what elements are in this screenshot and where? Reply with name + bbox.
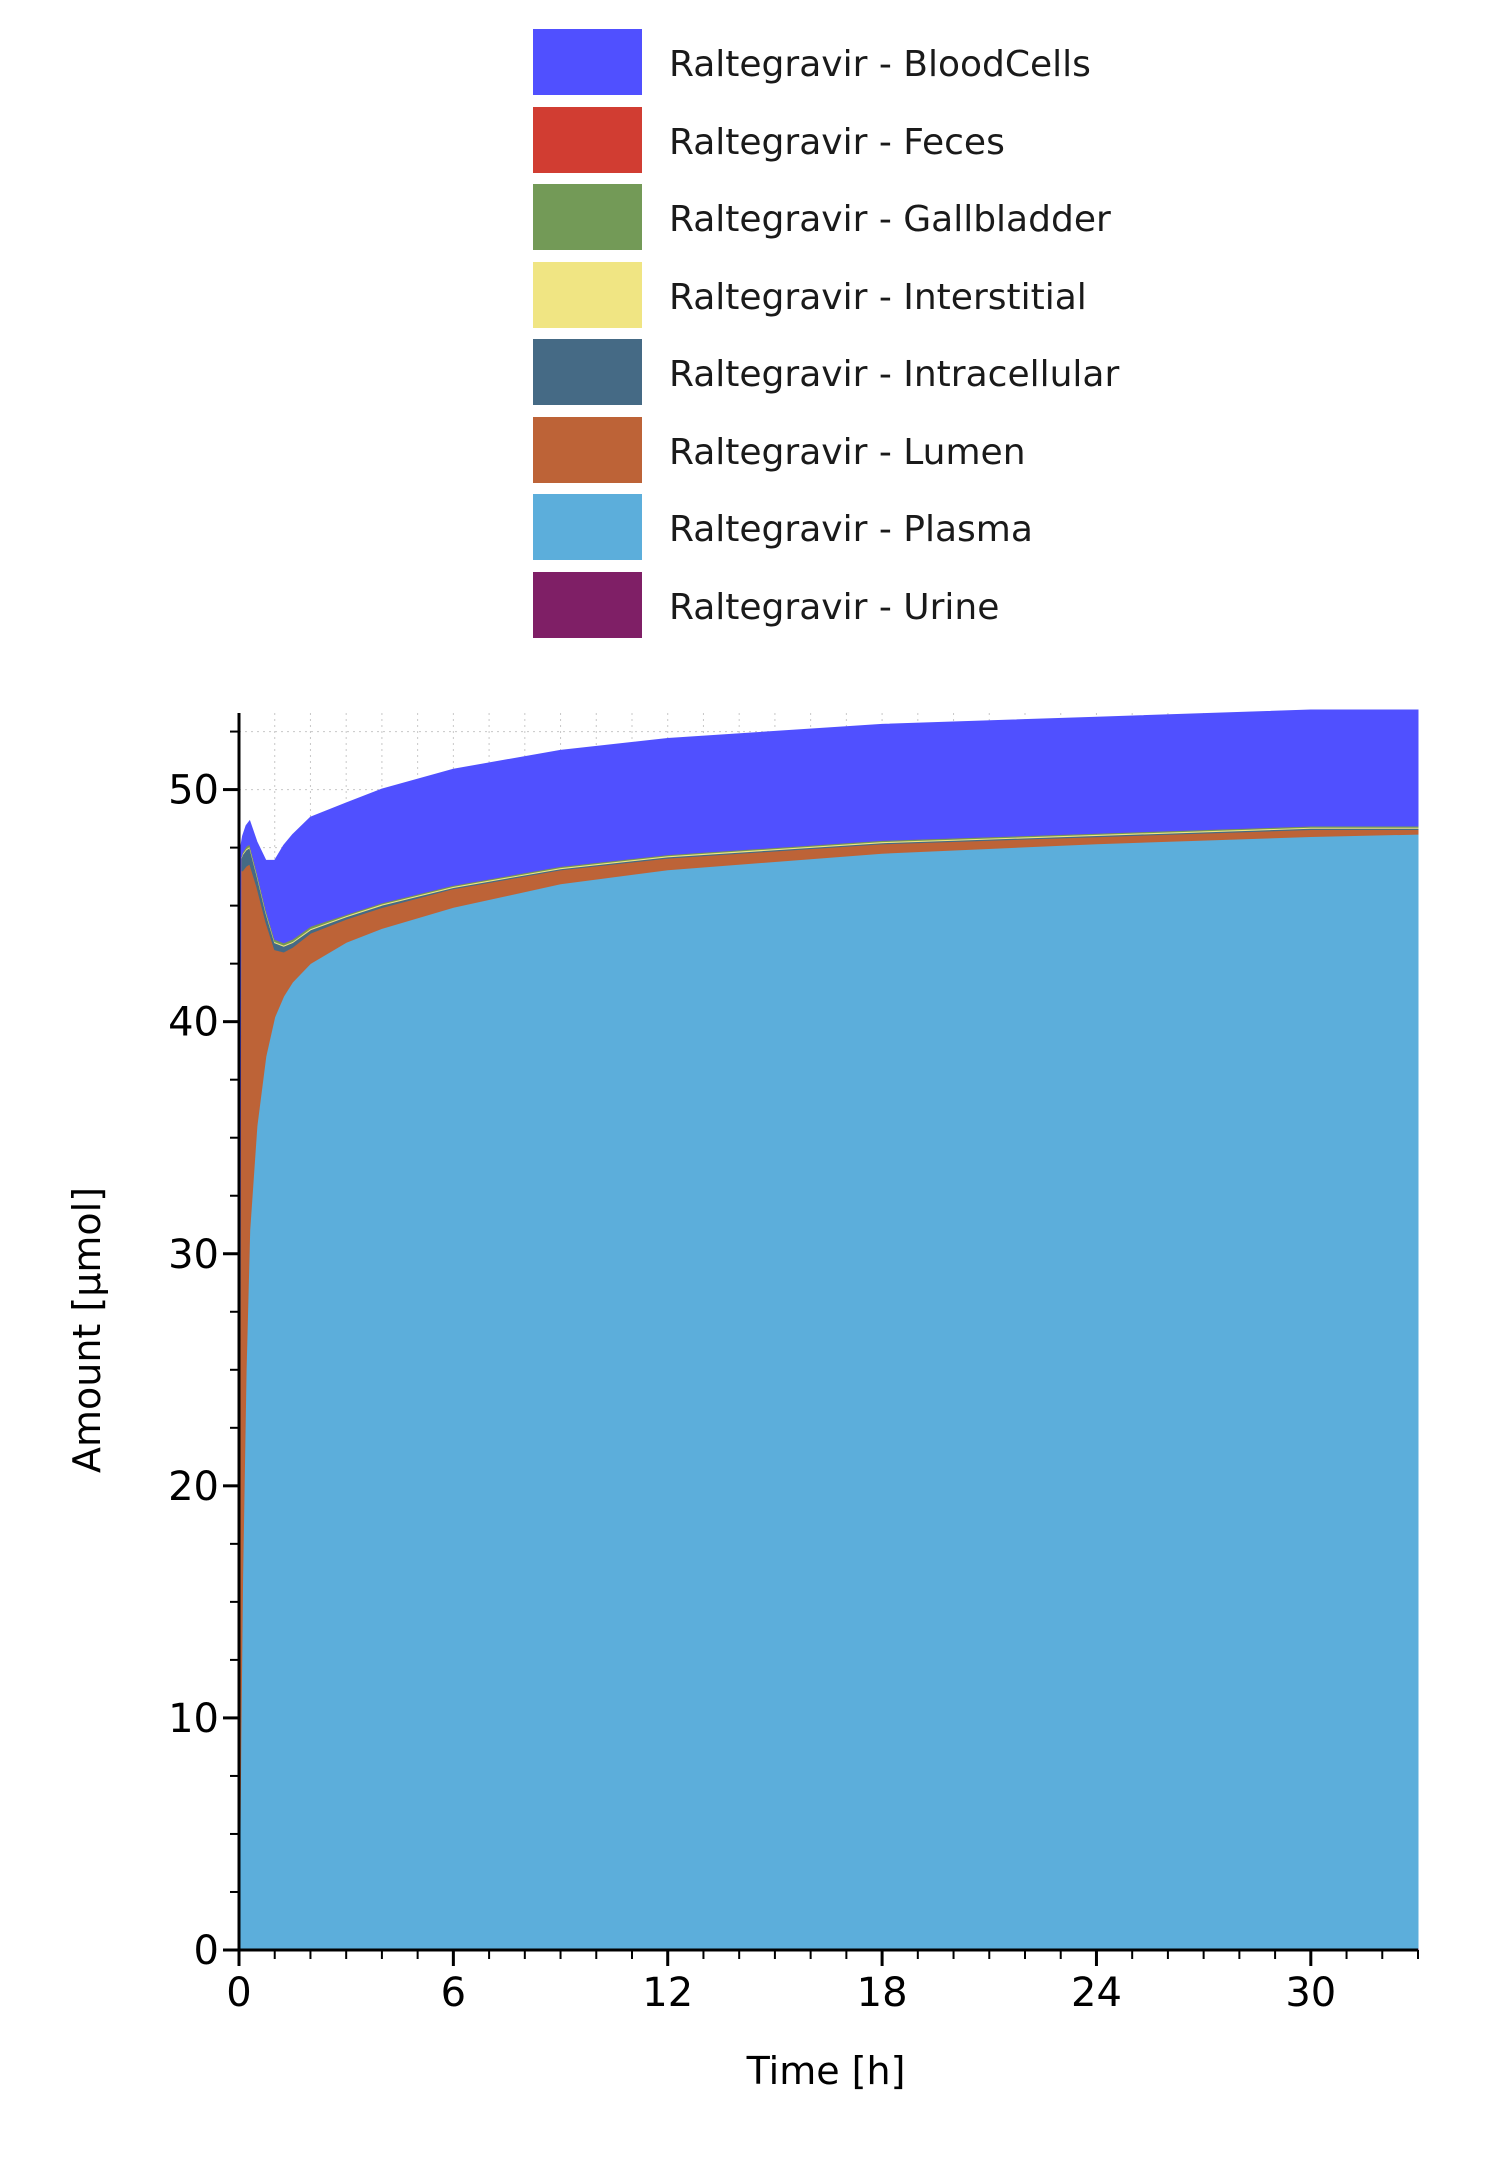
legend-swatch-plasma [533, 494, 642, 560]
legend-label-bloodcells: Raltegravir - BloodCells [669, 44, 1091, 85]
x-tick-label: 24 [1071, 1970, 1122, 2016]
legend-item-intracellular: Raltegravir - Intracellular [533, 336, 1233, 414]
legend-label-gallbladder: Raltegravir - Gallbladder [669, 199, 1111, 240]
legend-swatch-interstitial [533, 261, 642, 328]
legend-item-plasma: Raltegravir - Plasma [533, 491, 1233, 569]
area-raltegravir-plasma [238, 833, 1419, 1951]
legend-item-bloodcells: Raltegravir - BloodCells [533, 26, 1233, 104]
y-tick-label: 10 [168, 1696, 219, 1742]
legend-item-gallbladder: Raltegravir - Gallbladder [533, 181, 1233, 259]
legend-swatch-bloodcells [533, 29, 642, 95]
axis-layer: 0 6 12 18 24 30 0 10 20 30 40 50 [168, 713, 1419, 2016]
y-tick-label: 50 [168, 768, 219, 814]
area-layer [238, 709, 1419, 1951]
legend: Raltegravir - BloodCells Raltegravir - F… [533, 26, 1233, 646]
legend-item-interstitial: Raltegravir - Interstitial [533, 259, 1233, 337]
legend-label-interstitial: Raltegravir - Interstitial [669, 276, 1087, 318]
legend-label-lumen: Raltegravir - Lumen [669, 431, 1026, 473]
legend-label-feces: Raltegravir - Feces [669, 121, 1005, 163]
legend-swatch-lumen [533, 416, 642, 483]
legend-label-urine: Raltegravir - Urine [669, 586, 1000, 628]
x-axis-label: Time [h] [746, 2049, 906, 2093]
legend-swatch-urine [533, 571, 642, 638]
y-tick-label: 30 [168, 1232, 219, 1278]
area-raltegravir-bloodcells [238, 709, 1419, 1951]
legend-label-plasma: Raltegravir - Plasma [669, 509, 1033, 550]
y-tick-label: 40 [168, 1000, 219, 1046]
legend-swatch-gallbladder [533, 184, 642, 250]
x-tick-label: 18 [857, 1970, 908, 2016]
y-axis-label: Amount [µmol] [65, 1187, 109, 1473]
x-tick-label: 30 [1285, 1970, 1336, 2016]
y-tick-label: 20 [168, 1464, 219, 1510]
legend-item-lumen: Raltegravir - Lumen [533, 414, 1233, 492]
x-tick-label: 12 [642, 1970, 693, 2016]
legend-label-intracellular: Raltegravir - Intracellular [669, 354, 1120, 395]
legend-swatch-feces [533, 106, 642, 173]
y-tick-label: 0 [194, 1928, 219, 1974]
legend-item-urine: Raltegravir - Urine [533, 569, 1233, 647]
x-tick-label: 0 [226, 1970, 251, 2016]
x-tick-label: 6 [441, 1970, 466, 2016]
legend-item-feces: Raltegravir - Feces [533, 104, 1233, 182]
legend-swatch-intracellular [533, 339, 642, 405]
